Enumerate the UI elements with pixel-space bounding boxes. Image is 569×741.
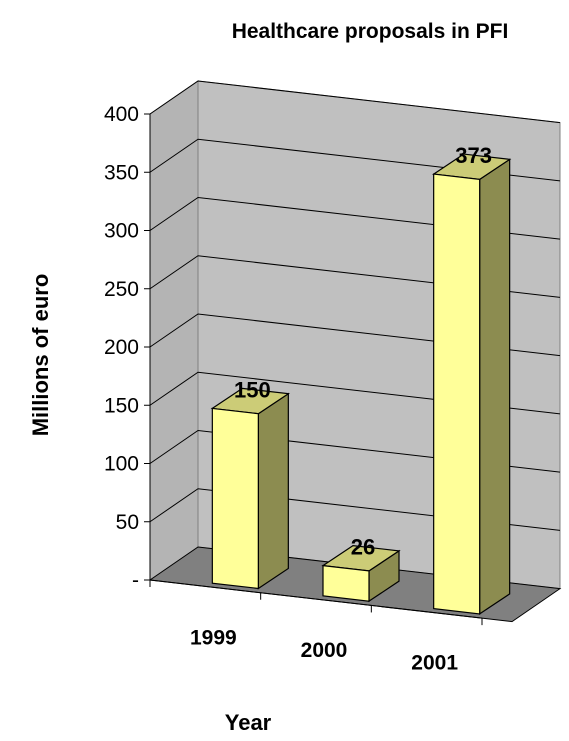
bar-front <box>211 407 259 590</box>
chart-title: Healthcare proposals in PFI <box>232 20 509 43</box>
y-tick-label: 350 <box>104 161 139 184</box>
y-tick-label: 300 <box>104 220 139 243</box>
bar-1999: 150 <box>210 377 291 590</box>
bar-side <box>257 392 289 590</box>
bar-front <box>433 173 481 615</box>
category-label: 1999 <box>190 626 237 649</box>
bar-front <box>322 564 370 602</box>
x-axis-line <box>149 579 483 619</box>
data-label: 26 <box>351 535 375 560</box>
y-tick-label: 200 <box>104 336 139 359</box>
y-tick-label: - <box>132 569 139 592</box>
bar-side <box>479 158 511 616</box>
category-labels: 1999 2000 2001 <box>149 579 483 675</box>
y-tick-label: 250 <box>104 278 139 301</box>
data-label: 373 <box>455 143 492 168</box>
gridline <box>149 138 561 182</box>
y-tick-label: 400 <box>104 103 139 126</box>
category-label: 2000 <box>301 639 348 662</box>
y-tick-label: 100 <box>104 453 139 476</box>
data-label: 150 <box>234 377 271 402</box>
gridline <box>149 80 561 124</box>
y-axis-title: Millions of euro <box>28 274 53 437</box>
y-tick-label: 50 <box>116 511 139 534</box>
category-label: 2001 <box>411 652 458 675</box>
bar-2000: 26 <box>321 535 401 603</box>
x-axis-title: Year <box>225 710 272 735</box>
y-axis: - 50 100 150 200 250 300 350 400 <box>104 103 151 592</box>
bars: 150 26 373 <box>210 143 512 616</box>
bar-2001: 373 <box>431 143 512 616</box>
y-tick-label: 150 <box>104 394 139 417</box>
